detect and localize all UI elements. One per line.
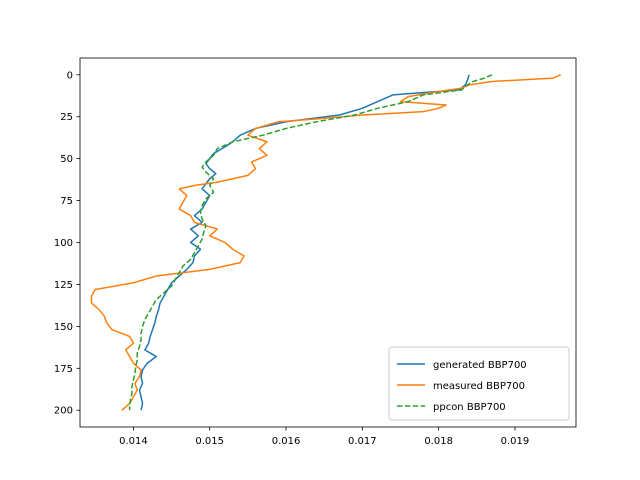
x-axis-ticks: 0.014 0.015 0.016 0.017 0.018 0.019 <box>119 427 529 447</box>
legend: generated BBP700 measured BBP700 ppcon BBP… <box>388 346 570 421</box>
y-tick-label: 150 <box>54 322 73 333</box>
y-tick-label: 50 <box>60 154 73 165</box>
y-tick-label: 75 <box>60 196 73 207</box>
series-line-2 <box>128 74 493 411</box>
y-axis-ticks: 0 25 50 75 100 125 150 175 200 <box>54 70 80 417</box>
y-tick-label: 0 <box>67 70 73 81</box>
x-tick-label: 0.016 <box>272 436 301 447</box>
legend-box <box>388 346 570 421</box>
legend-label-1: measured BBP700 <box>433 381 525 392</box>
y-tick-label: 125 <box>54 280 73 291</box>
y-tick-label: 200 <box>54 406 73 417</box>
y-tick-label: 25 <box>60 112 73 123</box>
series-line-1 <box>90 74 562 411</box>
x-tick-label: 0.017 <box>348 436 377 447</box>
x-tick-label: 0.015 <box>195 436 224 447</box>
x-tick-label: 0.014 <box>119 436 148 447</box>
x-tick-label: 0.018 <box>424 436 453 447</box>
y-tick-label: 175 <box>54 364 73 375</box>
series-layer <box>90 74 562 411</box>
y-tick-label: 100 <box>54 238 73 249</box>
legend-label-2: ppcon BBP700 <box>433 402 506 413</box>
x-tick-label: 0.019 <box>501 436 530 447</box>
legend-label-0: generated BBP700 <box>433 360 527 371</box>
